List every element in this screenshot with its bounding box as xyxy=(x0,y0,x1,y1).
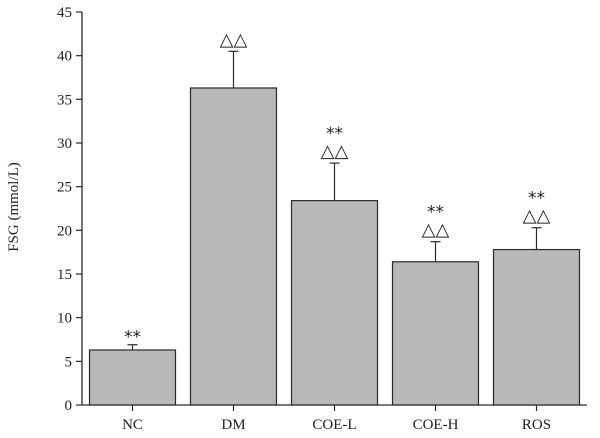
y-tick-label: 35 xyxy=(57,92,72,108)
error-bars xyxy=(127,50,542,350)
bar xyxy=(391,261,480,406)
y-tick-label: 40 xyxy=(57,49,72,65)
y-tick-label: 30 xyxy=(57,136,72,152)
x-tick-label: ROS xyxy=(522,417,551,433)
bar xyxy=(189,87,278,406)
x-tick-label: DM xyxy=(221,417,245,433)
star-annotation: ** xyxy=(124,328,141,348)
significance-annotations: **△△△△**△△** △△** xyxy=(124,29,550,347)
star-annotation: ** xyxy=(326,124,343,144)
y-tick-label: 25 xyxy=(57,180,72,196)
x-axis: NC DM COE-L COE-H ROS xyxy=(82,404,587,433)
x-tick-label: COE-L xyxy=(312,417,356,433)
star-annotation: ** xyxy=(528,189,545,209)
triangle-annotation: △△ xyxy=(321,141,349,162)
y-tick-label: 10 xyxy=(57,311,72,327)
y-tick-label: 20 xyxy=(57,223,72,239)
y-axis: 0 5 10 15 20 25 30 35 40 45 xyxy=(57,5,83,414)
x-tick-label: NC xyxy=(122,417,143,433)
bar xyxy=(290,200,379,406)
y-tick-label: 45 xyxy=(57,5,72,21)
bars xyxy=(88,87,581,406)
triangle-annotation: △△ xyxy=(220,29,248,50)
y-tick-label: 0 xyxy=(65,398,73,414)
x-tick-label: COE-H xyxy=(413,417,459,433)
y-tick-label: 15 xyxy=(57,267,72,283)
triangle-annotation: △△ xyxy=(523,206,551,227)
star-annotation: ** xyxy=(427,203,444,223)
bar xyxy=(88,349,177,406)
y-axis-title: FSG (mmol/L) xyxy=(6,162,22,252)
bar xyxy=(492,248,581,406)
triangle-annotation: △△ xyxy=(422,220,450,241)
y-tick-label: 5 xyxy=(65,354,73,370)
